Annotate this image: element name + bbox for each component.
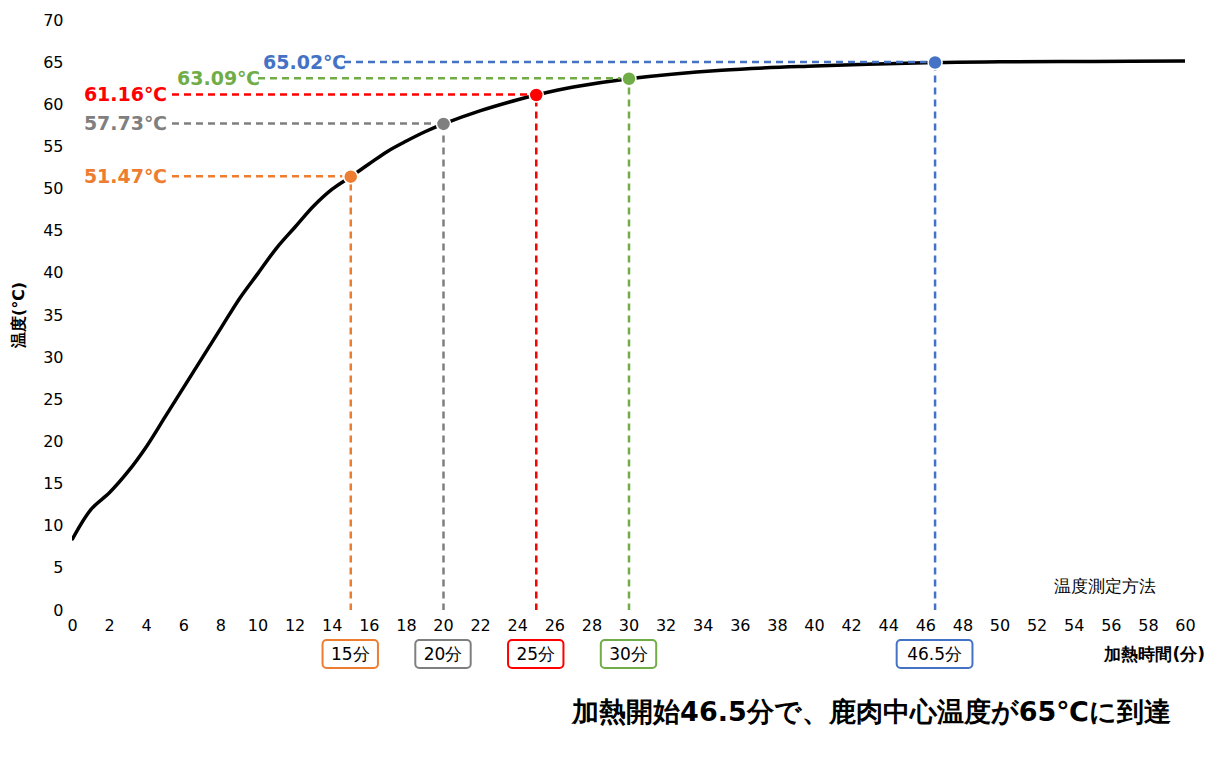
svg-text:10: 10 [248, 616, 268, 635]
svg-text:24: 24 [508, 616, 528, 635]
svg-text:48: 48 [953, 616, 973, 635]
svg-text:52: 52 [1027, 616, 1047, 635]
svg-text:25: 25 [43, 390, 63, 409]
svg-text:65.02℃: 65.02℃ [263, 51, 346, 73]
svg-text:35: 35 [43, 306, 63, 325]
svg-text:60: 60 [43, 95, 63, 114]
svg-text:30分: 30分 [609, 644, 648, 664]
svg-text:28: 28 [582, 616, 602, 635]
svg-text:34: 34 [693, 616, 713, 635]
svg-text:15分: 15分 [331, 644, 370, 664]
svg-text:54: 54 [1064, 616, 1084, 635]
svg-text:40: 40 [804, 616, 824, 635]
svg-text:46.5分: 46.5分 [907, 644, 962, 664]
svg-text:51.47℃: 51.47℃ [84, 165, 167, 187]
svg-text:20: 20 [433, 616, 453, 635]
svg-text:26: 26 [545, 616, 565, 635]
svg-text:6: 6 [179, 616, 189, 635]
svg-text:44: 44 [879, 616, 899, 635]
svg-text:30: 30 [619, 616, 639, 635]
svg-text:加熱時間(分): 加熱時間(分) [1103, 644, 1205, 664]
svg-text:55: 55 [43, 137, 63, 156]
svg-text:16: 16 [359, 616, 379, 635]
svg-text:22: 22 [470, 616, 490, 635]
svg-text:12: 12 [285, 616, 305, 635]
svg-text:65: 65 [43, 53, 63, 72]
svg-text:61.16℃: 61.16℃ [84, 83, 167, 105]
svg-text:70: 70 [43, 11, 63, 30]
svg-text:20分: 20分 [424, 644, 463, 664]
svg-text:50: 50 [43, 179, 63, 198]
svg-text:18: 18 [396, 616, 416, 635]
svg-text:温度測定方法: 温度測定方法 [1054, 576, 1156, 596]
svg-text:32: 32 [656, 616, 676, 635]
svg-text:4: 4 [142, 616, 152, 635]
svg-text:30: 30 [43, 348, 63, 367]
svg-text:40: 40 [43, 263, 63, 282]
svg-text:63.09℃: 63.09℃ [177, 67, 260, 89]
svg-text:温度(℃): 温度(℃) [9, 282, 28, 349]
svg-text:60: 60 [1175, 616, 1195, 635]
svg-text:10: 10 [43, 516, 63, 535]
svg-text:8: 8 [216, 616, 226, 635]
svg-text:5: 5 [53, 558, 63, 577]
svg-text:15: 15 [43, 474, 63, 493]
svg-text:57.73℃: 57.73℃ [84, 112, 167, 134]
svg-text:42: 42 [841, 616, 861, 635]
svg-text:50: 50 [990, 616, 1010, 635]
svg-text:0: 0 [53, 601, 63, 620]
svg-text:20: 20 [43, 432, 63, 451]
svg-text:2: 2 [105, 616, 115, 635]
svg-text:46: 46 [916, 616, 936, 635]
svg-text:14: 14 [322, 616, 342, 635]
svg-text:25分: 25分 [516, 644, 555, 664]
svg-text:38: 38 [767, 616, 787, 635]
html-text:加熱開始46.5分で、鹿肉中心温度が65℃に到達: 加熱開始46.5分で、鹿肉中心温度が65℃に到達 [572, 696, 1171, 727]
svg-text:36: 36 [730, 616, 750, 635]
svg-text:0: 0 [67, 616, 77, 635]
svg-text:45: 45 [43, 221, 63, 240]
svg-text:58: 58 [1138, 616, 1158, 635]
svg-text:56: 56 [1101, 616, 1121, 635]
